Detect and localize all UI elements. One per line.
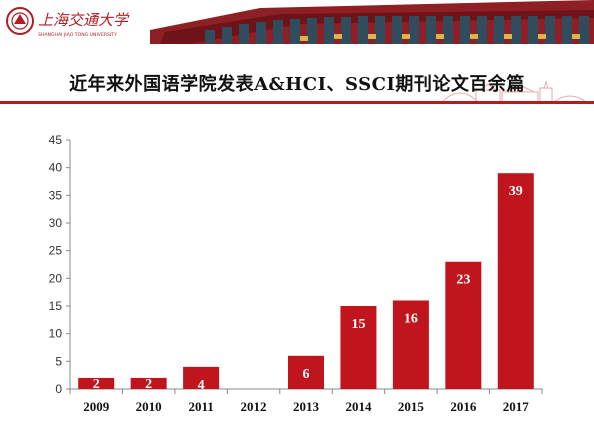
bar-2010 (130, 377, 167, 389)
data-label-2015: 16 (404, 311, 418, 326)
x-tick-label: 2010 (136, 399, 162, 414)
university-name-en: SHANGHAI JIAO TONG UNIVERSITY (38, 32, 117, 38)
data-label-2017: 39 (509, 184, 523, 199)
x-tick-label: 2011 (188, 399, 213, 414)
bar-2015 (392, 300, 429, 389)
university-name: 上海交通大学 (38, 11, 130, 29)
bar-2013 (288, 355, 324, 389)
header-banner: 上海交通大学 SHANGHAI JIAO TONG UNIVERSITY (0, 0, 594, 44)
x-tick-label: 2012 (241, 399, 267, 414)
data-label-2013: 6 (303, 367, 310, 382)
y-tick-label: 45 (49, 133, 63, 147)
data-label-2016: 23 (456, 273, 470, 288)
x-tick-label: 2015 (398, 399, 425, 414)
roof-decoration (150, 0, 594, 44)
data-label-2009: 2 (93, 377, 100, 392)
data-label-2011: 4 (198, 378, 205, 393)
x-tick-label: 2016 (450, 399, 477, 414)
title-underline (0, 101, 594, 104)
y-tick-label: 25 (49, 244, 63, 258)
y-tick-label: 40 (49, 161, 63, 175)
slide-title: 近年来外国语学院发表A&HCI、SSCI期刊论文百余篇 (69, 74, 525, 95)
data-labels: 2 2 4 6 15 16 23 39 (93, 184, 523, 393)
y-tick-label: 30 (49, 216, 63, 230)
data-label-2010: 2 (145, 377, 152, 392)
y-tick-label: 0 (55, 382, 62, 396)
y-tick-label: 5 (55, 354, 62, 368)
bar-2011 (183, 366, 220, 389)
y-tick-label: 10 (49, 327, 63, 341)
y-axis: 0 5 10 15 20 25 30 35 40 45 (49, 133, 71, 396)
university-seal-icon (6, 7, 34, 35)
x-tick-label: 2009 (83, 399, 110, 414)
bar-2009 (78, 377, 115, 389)
header-graphic: 上海交通大学 SHANGHAI JIAO TONG UNIVERSITY (0, 0, 594, 44)
y-tick-label: 35 (49, 188, 63, 202)
y-tick-label: 15 (49, 299, 63, 313)
x-tick-label: 2013 (293, 399, 320, 414)
data-label-2014: 15 (351, 317, 365, 332)
bars (78, 173, 534, 389)
bar-2016 (445, 261, 482, 389)
x-axis: 2009 2010 2011 2012 2013 2014 2015 2016 2017 (69, 388, 543, 414)
x-tick-label: 2014 (345, 399, 372, 414)
bar-2017 (497, 173, 534, 389)
y-tick-label: 20 (49, 271, 63, 285)
x-tick-label: 2017 (503, 399, 530, 414)
bar-2014 (340, 306, 377, 389)
